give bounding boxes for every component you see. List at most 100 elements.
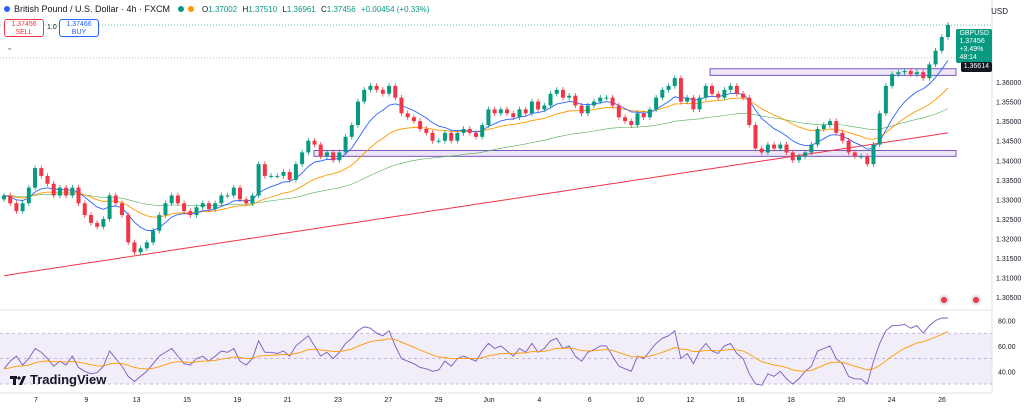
candle-body — [188, 211, 193, 216]
candle-body — [455, 132, 460, 141]
time-tick-label: 10 — [636, 397, 644, 404]
candle-body — [560, 89, 565, 98]
candle-body — [151, 230, 156, 243]
time-tick-label: 19 — [233, 397, 241, 404]
candle-body — [846, 140, 851, 153]
candle-body — [374, 85, 379, 90]
buy-button[interactable]: 1.37466 BUY — [59, 19, 99, 37]
candle-body — [219, 195, 224, 204]
rsi-tick-label: 40.00 — [998, 369, 1016, 376]
candle-body — [492, 109, 497, 114]
candle-body — [101, 218, 106, 227]
candle-body — [331, 152, 336, 161]
price-tick-label: 1.34500 — [996, 139, 1021, 146]
candle-body — [840, 132, 845, 141]
candle-body — [809, 144, 814, 153]
candle-body — [927, 64, 932, 79]
candle-body — [896, 72, 901, 75]
candle-body — [710, 85, 714, 94]
candle-body — [573, 95, 578, 106]
time-tick-label: 7 — [34, 397, 38, 404]
sell-button[interactable]: 1.37456 SELL — [4, 19, 44, 37]
candle-body — [579, 105, 584, 114]
low-label: L — [282, 4, 287, 14]
price-tick-label: 1.31000 — [996, 276, 1021, 283]
tag-price: 1.37456 — [959, 38, 985, 45]
candle-body — [343, 136, 348, 153]
candle-body — [287, 171, 292, 180]
candle-body — [324, 152, 329, 157]
candle-body — [859, 156, 864, 158]
candle-body — [436, 140, 441, 142]
candle-body — [256, 164, 261, 196]
candle-body — [20, 203, 25, 212]
candle-body — [76, 187, 81, 204]
candle-body — [474, 132, 478, 137]
time-tick-label: 27 — [384, 397, 392, 404]
high-label: H — [242, 4, 249, 14]
candle-body — [449, 132, 454, 141]
time-tick-label: 15 — [183, 397, 191, 404]
time-tick-label: 6 — [588, 397, 592, 404]
candle-body — [852, 152, 857, 157]
rsi-panel-bg — [0, 318, 992, 392]
time-tick-label: 29 — [435, 397, 443, 404]
candle-body — [747, 97, 752, 126]
candle-body — [113, 195, 118, 204]
candle-body — [306, 140, 311, 153]
economic-event-dot — [973, 297, 979, 303]
candle-body — [107, 195, 112, 219]
candle-body — [554, 89, 559, 94]
candle-body — [244, 199, 249, 204]
candle-body — [796, 156, 801, 161]
price-tick-label: 1.35500 — [996, 100, 1021, 107]
time-tick-label: 24 — [888, 397, 896, 404]
candle-body — [45, 175, 50, 184]
candle-body — [442, 132, 447, 141]
candle-body — [734, 85, 739, 94]
candle-body — [163, 203, 168, 216]
prev-level: 1.36614 — [963, 63, 989, 70]
candle-body — [387, 85, 392, 94]
candle-body — [393, 85, 398, 98]
candle-body — [194, 207, 199, 216]
price-tick-label: 1.34000 — [996, 158, 1021, 165]
candle-body — [697, 97, 702, 110]
tradingview-logo[interactable]: TradingView — [10, 372, 106, 387]
candle-body — [337, 152, 342, 161]
candle-body — [318, 144, 323, 157]
open-label: O — [202, 4, 209, 14]
candle-body — [834, 121, 839, 133]
candle-body — [821, 125, 826, 129]
close-label: C — [320, 4, 327, 14]
candle-body — [70, 187, 75, 196]
candle-body — [759, 148, 764, 153]
symbol-title[interactable]: British Pound / U.S. Dollar · 4h · FXCM — [14, 4, 171, 14]
candle-body — [51, 183, 56, 196]
buy-price: 1.37466 — [66, 21, 92, 28]
candle-body — [275, 175, 280, 177]
market-open-icon — [178, 6, 185, 12]
candle-body — [356, 101, 360, 126]
time-tick-label: 20 — [837, 397, 845, 404]
rsi-band — [0, 333, 992, 384]
candle-body — [567, 95, 572, 98]
candle-body — [610, 97, 615, 106]
candle-body — [871, 144, 876, 165]
time-tick-label: 16 — [737, 397, 745, 404]
candle-body — [480, 125, 485, 137]
candle-body — [349, 125, 354, 137]
candle-body — [691, 97, 696, 110]
candle-body — [666, 85, 671, 90]
candle-body — [498, 109, 503, 114]
collapse-chevron-icon[interactable]: ⌄ — [6, 42, 14, 52]
candle-body — [629, 121, 634, 126]
currency-label[interactable]: USD — [991, 7, 1008, 16]
candle-body — [293, 164, 298, 180]
candle-body — [678, 78, 683, 102]
candle-body — [231, 187, 236, 196]
chart-legend: British Pound / U.S. Dollar · 4h · FXCM … — [4, 4, 432, 14]
candle-body — [585, 105, 590, 114]
pound-flag-icon — [4, 6, 10, 12]
